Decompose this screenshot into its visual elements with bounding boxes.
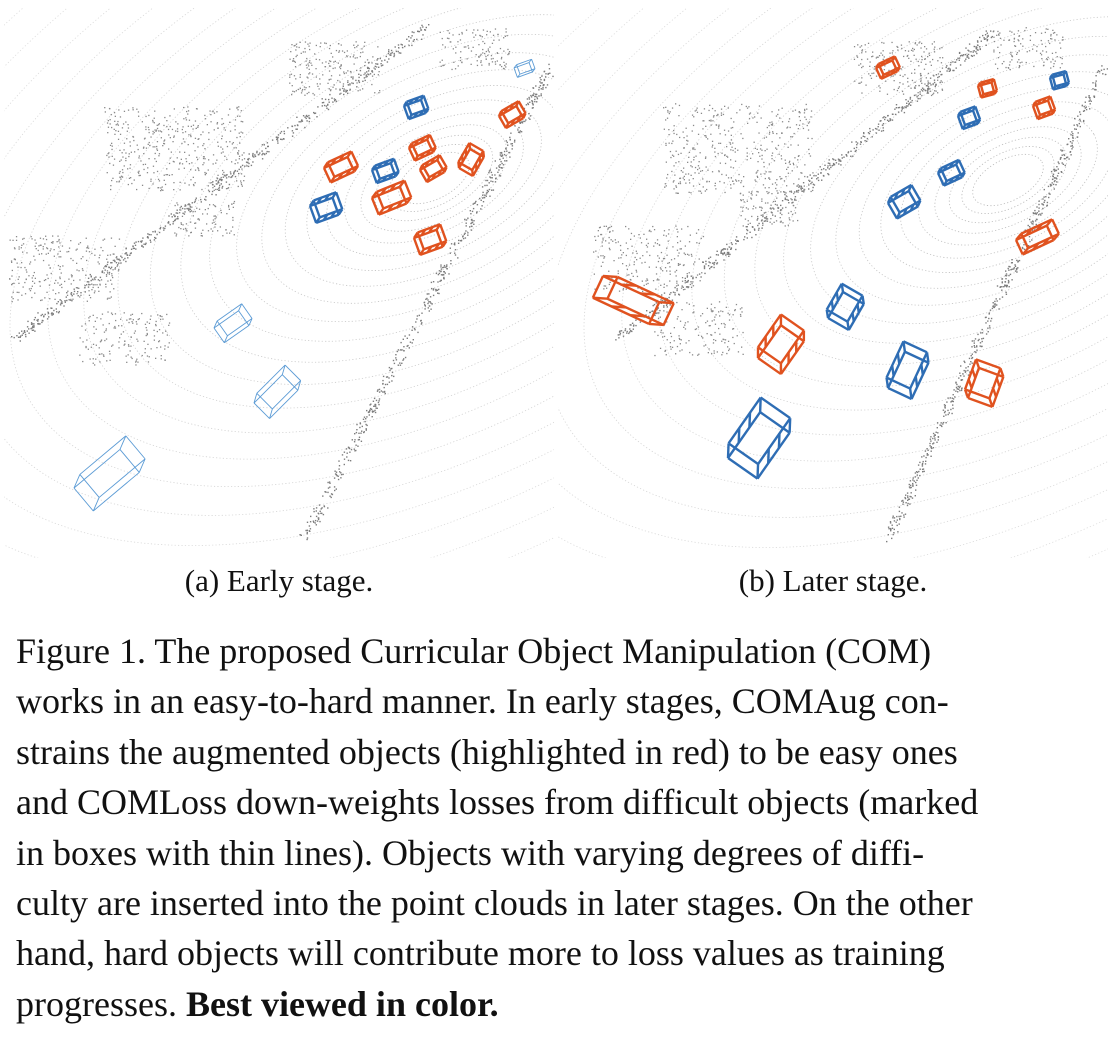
augmented-object-box: [1014, 218, 1060, 256]
panel-early-stage: [4, 8, 554, 558]
subcaption-a: (a) Early stage.: [184, 563, 374, 598]
original-object-box: [825, 282, 865, 332]
caption-line: Figure 1. The proposed Curricular Object…: [16, 631, 932, 671]
caption-line: culty are inserted into the point clouds…: [16, 883, 973, 924]
augmented-object-box: [963, 358, 1005, 409]
original-object-box: [936, 158, 966, 187]
augmented-object-box: [457, 141, 486, 178]
point-cloud-later-stage: [558, 8, 1108, 558]
difficult-object-box: [513, 58, 536, 78]
augmented-object-box: [407, 133, 437, 162]
caption-line: works in an easy-to-hard manner. In earl…: [16, 681, 949, 722]
original-object-box: [726, 396, 792, 480]
caption-line: hand, hard objects will contribute more …: [16, 933, 945, 974]
caption-line-last: progresses. Best viewed in color.: [16, 979, 1100, 1029]
augmented-object-box: [418, 154, 448, 184]
augmented-object-box: [874, 55, 901, 80]
lidar-points: [558, 8, 1108, 558]
caption-line: in boxes with thin lines). Objects with …: [16, 832, 925, 873]
original-object-box: [308, 191, 344, 225]
difficult-object-box: [253, 364, 302, 419]
original-object-box: [956, 105, 982, 131]
augmented-object-box: [370, 179, 413, 216]
caption-emphasis: Best viewed in color.: [185, 983, 499, 1024]
augmented-object-box: [591, 274, 675, 327]
original-object-box: [370, 157, 400, 185]
difficult-object-box: [213, 303, 253, 344]
augmented-object-box: [497, 100, 527, 130]
difficult-object-box: [73, 435, 146, 512]
augmented-object-box: [322, 150, 360, 184]
caption-line: and COMLoss down-weights losses from dif…: [16, 782, 979, 823]
lidar-points: [4, 8, 554, 558]
augmented-object-box: [1031, 95, 1057, 121]
caption-last-text: progresses.: [16, 983, 186, 1024]
subcaption-b: (b) Later stage.: [738, 563, 928, 598]
panel-later-stage: [558, 8, 1108, 558]
point-cloud-early-stage: [4, 8, 554, 558]
caption-line: strains the augmented objects (highlight…: [16, 731, 958, 772]
figure-caption: Figure 1. The proposed Curricular Object…: [16, 626, 1100, 1029]
augmented-object-box: [976, 77, 999, 99]
original-object-box: [402, 94, 430, 121]
original-object-box: [885, 340, 930, 401]
augmented-object-box: [756, 313, 806, 376]
original-object-box: [886, 183, 922, 220]
original-object-box: [1048, 69, 1071, 91]
augmented-object-box: [412, 223, 448, 257]
